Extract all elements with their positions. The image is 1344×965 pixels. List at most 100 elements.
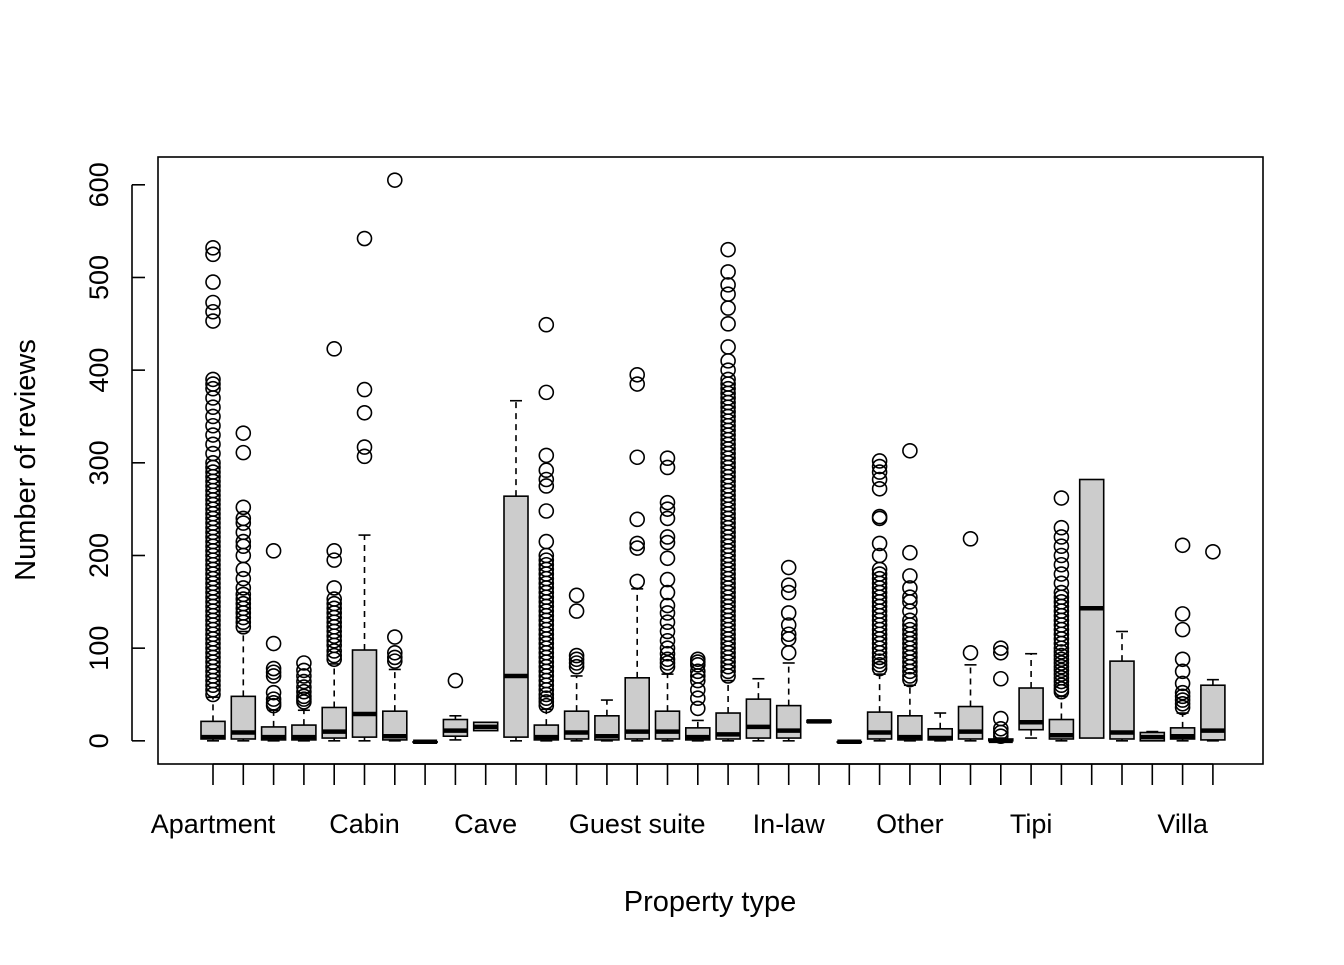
outlier-33-2 — [1174, 695, 1191, 712]
outlier-23-25 — [871, 535, 888, 552]
outlier-2-19 — [235, 444, 252, 461]
outlier-20-8 — [780, 559, 797, 576]
outlier-29-12 — [1053, 644, 1070, 660]
outlier-16-17 — [659, 501, 676, 517]
outlier-18-67 — [720, 353, 736, 369]
box-group-23 — [866, 453, 893, 742]
outlier-13-2 — [568, 655, 585, 671]
outlier-20-1 — [780, 644, 797, 661]
y-tick-label-400: 400 — [84, 348, 114, 393]
outlier-13-5 — [568, 603, 585, 619]
outlier-20-6 — [780, 584, 797, 601]
outlier-17-9 — [689, 651, 706, 668]
box-group-2 — [230, 425, 257, 742]
outlier-33-9 — [1174, 621, 1191, 638]
y-tick-label-500: 500 — [84, 255, 114, 300]
outlier-16-1 — [659, 658, 676, 675]
outlier-1-62 — [205, 313, 221, 329]
box-11 — [503, 495, 529, 738]
outlier-24-17 — [902, 589, 918, 605]
outlier-2-8 — [235, 586, 252, 603]
outlier-3-4 — [265, 684, 282, 701]
outlier-7-4 — [386, 629, 403, 645]
outlier-12-36 — [538, 503, 555, 519]
outlier-29-5 — [1053, 670, 1070, 686]
outlier-3-6 — [265, 664, 282, 681]
outlier-4-5 — [296, 679, 312, 695]
outlier-1-49 — [205, 464, 221, 480]
box-group-22 — [836, 739, 863, 745]
outlier-29-33 — [1053, 490, 1070, 506]
box-group-16 — [654, 450, 681, 742]
outlier-29-11 — [1053, 647, 1070, 664]
outlier-3-8 — [265, 635, 282, 652]
outlier-1-67 — [205, 240, 221, 256]
outlier-20-4 — [780, 617, 797, 633]
outlier-1-59 — [205, 380, 221, 397]
outlier-33-1 — [1174, 699, 1191, 716]
x-tick-label-apartment: Apartment — [151, 809, 276, 839]
outlier-1-57 — [205, 399, 221, 416]
outlier-27-3 — [992, 720, 1009, 737]
outlier-24-21 — [902, 442, 918, 459]
box-group-26 — [957, 531, 984, 742]
box-group-4 — [291, 655, 317, 742]
box-group-30 — [1078, 478, 1105, 739]
outlier-13-3 — [568, 651, 585, 668]
outlier-33-11 — [1174, 537, 1191, 554]
outlier-27-1 — [992, 728, 1009, 744]
outlier-4-3 — [296, 688, 312, 705]
outlier-33-5 — [1174, 684, 1191, 701]
outlier-24-12 — [902, 621, 918, 638]
x-tick-label-guest-suite: Guest suite — [569, 809, 706, 839]
x-tick-label-tipi: Tipi — [1010, 809, 1053, 839]
outlier-16-15 — [659, 529, 676, 545]
outlier-29-23 — [1053, 594, 1070, 610]
box-group-31 — [1109, 630, 1135, 742]
outlier-29-8 — [1053, 658, 1070, 675]
outlier-17-6 — [689, 663, 706, 680]
outlier-24-20 — [902, 544, 918, 561]
boxes-group — [200, 172, 1226, 745]
outlier-9-1 — [447, 672, 464, 689]
outlier-18-63 — [720, 380, 736, 397]
outlier-6-1 — [356, 448, 373, 465]
outlier-3-5 — [265, 668, 282, 684]
outlier-1-53 — [205, 436, 221, 453]
x-axis-title: Property type — [624, 886, 796, 918]
outlier-33-8 — [1174, 651, 1191, 668]
outlier-26-1 — [962, 644, 979, 661]
outlier-23-3 — [871, 653, 888, 669]
outlier-18-74 — [720, 241, 736, 258]
box-group-9 — [442, 672, 469, 741]
box-group-12 — [533, 316, 560, 742]
outlier-5-16 — [326, 552, 343, 568]
outlier-27-6 — [992, 644, 1009, 661]
outlier-24-19 — [902, 568, 918, 584]
box-group-33 — [1169, 537, 1196, 742]
box-6 — [351, 649, 378, 738]
outlier-17-4 — [689, 672, 706, 689]
outlier-33-4 — [1174, 688, 1191, 705]
box-group-11 — [503, 399, 529, 742]
outlier-5-13 — [326, 595, 343, 612]
outlier-17-2 — [689, 690, 706, 707]
outlier-5-14 — [326, 591, 343, 607]
box-group-5 — [321, 341, 348, 742]
outlier-2-11 — [235, 561, 252, 578]
box-group-21 — [806, 719, 832, 724]
outlier-16-20 — [659, 450, 676, 466]
outlier-23-28 — [871, 480, 888, 497]
x-tick-label-other: Other — [876, 809, 944, 839]
outlier-12-35 — [538, 533, 555, 550]
outlier-12-2 — [538, 694, 555, 710]
outlier-33-3 — [1174, 692, 1191, 708]
outlier-1-66 — [205, 246, 221, 263]
box-group-14 — [594, 699, 620, 742]
outlier-16-18 — [659, 494, 676, 511]
outlier-16-19 — [659, 459, 676, 476]
outlier-23-24 — [871, 547, 888, 564]
outlier-6-3 — [356, 404, 373, 421]
outlier-3-9 — [265, 543, 282, 559]
outlier-12-38 — [538, 471, 555, 488]
